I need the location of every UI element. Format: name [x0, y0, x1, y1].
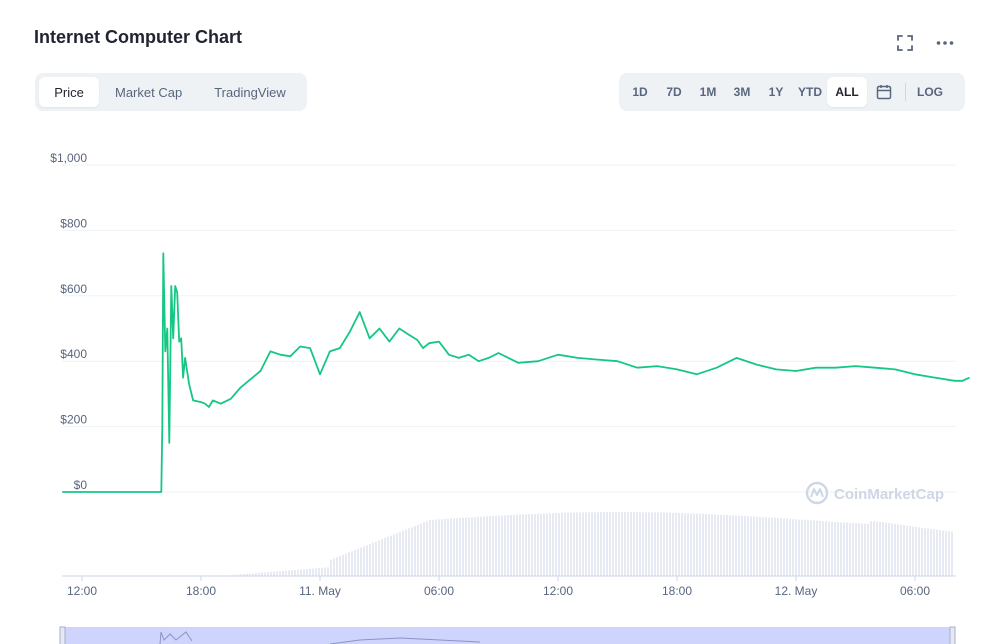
navigator-line	[159, 631, 481, 644]
x-tick-label: 12:00	[543, 584, 573, 598]
range-divider	[905, 83, 906, 101]
price-series	[62, 252, 970, 493]
y-tick-label: $400	[60, 347, 87, 361]
range-tabs: 1D 7D 1M 3M 1Y YTD ALL LOG	[619, 73, 965, 111]
range-1m[interactable]: 1M	[699, 85, 717, 99]
range-1d[interactable]: 1D	[632, 85, 648, 99]
range-1y[interactable]: 1Y	[768, 85, 784, 99]
x-tick-label: 12. May	[775, 584, 818, 598]
price-line	[62, 252, 970, 493]
more-horizontal-icon[interactable]	[934, 32, 956, 54]
fullscreen-icon[interactable]	[894, 32, 916, 54]
y-tick-label: $0	[74, 478, 88, 492]
navigator[interactable]	[59, 626, 956, 644]
y-tick-label: $600	[60, 282, 87, 296]
log-scale-button[interactable]: LOG	[917, 85, 943, 99]
navigator-range	[62, 627, 950, 644]
coinmarketcap-logo-icon	[805, 481, 829, 505]
range-7d[interactable]: 7D	[666, 85, 682, 99]
range-3m[interactable]: 3M	[733, 85, 751, 99]
navigator-handle-left	[59, 626, 66, 644]
chart-type-tabs: Price Market Cap TradingView	[35, 73, 307, 111]
tab-tradingview[interactable]: TradingView	[214, 84, 286, 100]
watermark-text: CoinMarketCap	[834, 486, 944, 503]
y-axis: $0 $200 $400 $600 $800 $1,000	[50, 151, 87, 492]
chart-grid	[62, 164, 956, 493]
x-tick-label: 11. May	[299, 584, 341, 598]
y-tick-label: $800	[60, 216, 87, 230]
watermark: CoinMarketCap	[805, 481, 944, 505]
x-tick-label: 06:00	[424, 584, 454, 598]
range-ytd[interactable]: YTD	[798, 85, 822, 99]
x-tick-label: 12:00	[67, 584, 97, 598]
range-all[interactable]: ALL	[827, 77, 867, 107]
x-axis: 12:00 18:00 11. May 06:00 12:00 18:00 12. May 0…	[62, 575, 956, 598]
x-tick-label: 18:00	[186, 584, 216, 598]
tab-market-cap[interactable]: Market Cap	[115, 84, 183, 100]
y-tick-label: $1,000	[50, 151, 87, 165]
volume-bars	[62, 512, 956, 577]
chart-title: Internet Computer Chart	[34, 27, 243, 47]
x-tick-label: 18:00	[662, 584, 692, 598]
y-tick-label: $200	[60, 413, 87, 427]
navigator-handle-right	[949, 626, 956, 644]
x-tick-label: 06:00	[900, 584, 930, 598]
calendar-icon[interactable]	[867, 77, 901, 107]
tab-price[interactable]: Price	[39, 77, 99, 107]
